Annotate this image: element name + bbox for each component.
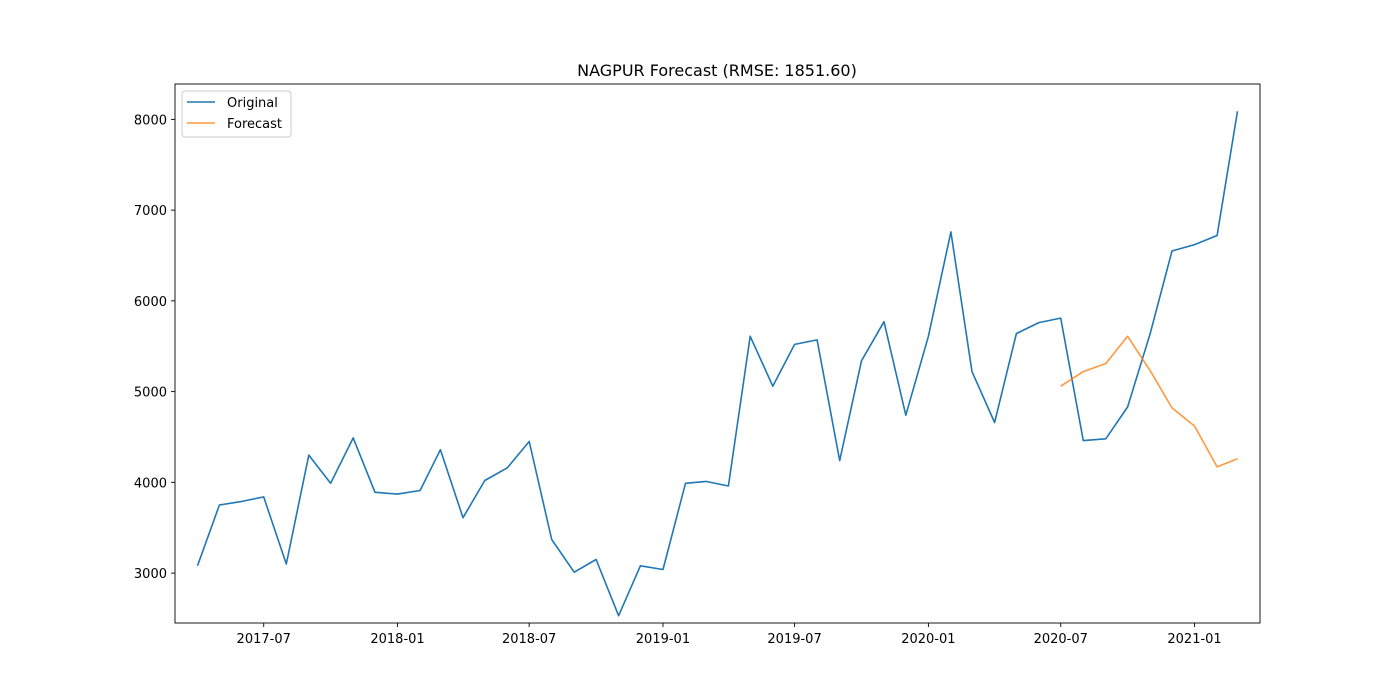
y-tick-label: 8000: [134, 113, 167, 128]
series-line-original: [196, 111, 1239, 617]
y-tick-label: 5000: [134, 386, 167, 401]
x-tick-label: 2018-01: [370, 632, 424, 647]
series-line-forecast: [1060, 335, 1238, 468]
series-layer: [196, 111, 1239, 617]
x-tick-label: 2021-01: [1167, 632, 1221, 647]
legend: Original Forecast: [181, 90, 292, 138]
x-tick-label: 2019-01: [636, 632, 690, 647]
x-tick-label: 2020-07: [1034, 632, 1088, 647]
y-tick-label: 3000: [134, 567, 167, 582]
x-tick-label: 2020-01: [901, 632, 955, 647]
y-tick-label: 4000: [134, 476, 167, 491]
x-tick-label: 2019-07: [767, 632, 821, 647]
y-tick-label: 6000: [134, 295, 167, 310]
x-tick-label: 2018-07: [502, 632, 556, 647]
axes-layer: 2017-07 2018-01 2018-07 2019-01 2019-07 2020-…: [134, 83, 1261, 647]
x-tick-label: 2017-07: [237, 632, 291, 647]
axes-frame: [174, 83, 1261, 624]
legend-label-original: Original: [227, 96, 278, 111]
legend-label-forecast: Forecast: [227, 117, 282, 132]
y-tick-label: 7000: [134, 204, 167, 219]
chart-title: NAGPUR Forecast (RMSE: 1851.60): [577, 61, 857, 80]
